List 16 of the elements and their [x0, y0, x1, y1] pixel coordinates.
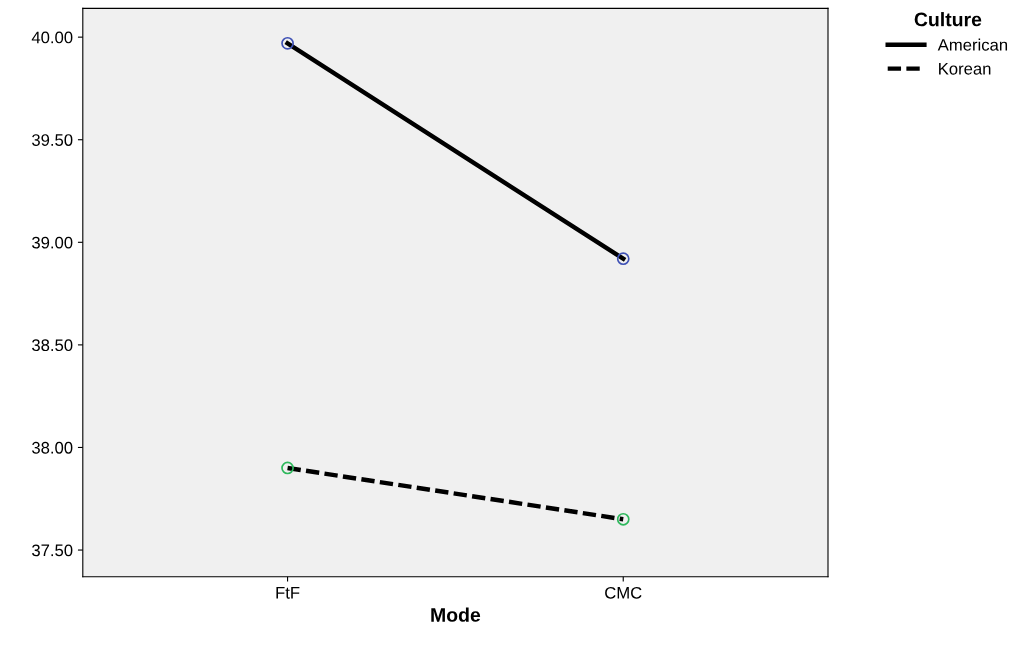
y-tick-label: 40.00 [31, 31, 73, 44]
y-tick-label: 39.50 [32, 134, 73, 146]
legend-label: American [937, 38, 1008, 51]
y-tick-label: 39.00 [32, 236, 73, 249]
x-tick-label: FtF [276, 587, 300, 599]
legend-title: Culture [914, 12, 982, 27]
legend-label: Korean [939, 63, 991, 75]
y-tick-label: 38.50 [32, 339, 73, 352]
x-tick-label: CMC [605, 586, 642, 599]
point [616, 252, 630, 266]
point [616, 512, 630, 526]
point [281, 461, 294, 475]
point [281, 36, 294, 50]
y-tick-label: 37.50 [32, 544, 73, 557]
x-axis-title: Mode [431, 607, 481, 622]
y-tick-label: 38.00 [32, 441, 73, 454]
